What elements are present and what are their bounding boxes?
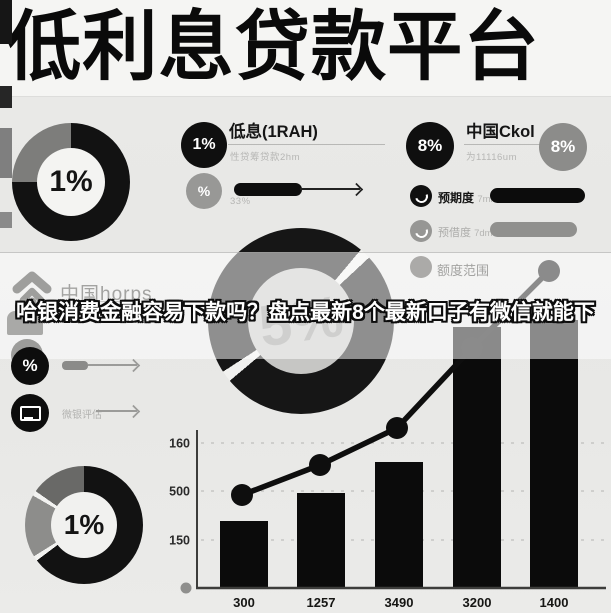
- stat-left-note: 33%: [230, 196, 251, 207]
- person-silhouette: [17, 299, 31, 313]
- stat-badge-8pct-gray: 8%: [539, 123, 587, 171]
- percent-label: %: [22, 356, 38, 375]
- overlay-band: [0, 252, 611, 359]
- svg-text:300: 300: [233, 595, 255, 610]
- svg-text:3490: 3490: [385, 595, 414, 610]
- stat-right-title: 中国Ckol: [466, 123, 535, 141]
- progress-pill-gray: [490, 222, 577, 237]
- arrow-right-icon: [96, 410, 137, 412]
- percent-bullet: %: [11, 347, 49, 385]
- row-bullet-plain: [410, 256, 432, 278]
- svg-text:150: 150: [169, 534, 190, 548]
- progress-pill-small: [62, 361, 88, 370]
- svg-text:500: 500: [169, 485, 190, 499]
- row-label-sub: 7mm: [477, 194, 499, 205]
- stat-left-subtitle: 性贷筹贷款2hm: [230, 152, 300, 163]
- donut-chart-bottom-left: 1%: [25, 466, 143, 584]
- row-label-text: 预期度: [438, 191, 475, 205]
- row-bullet-black: [410, 185, 432, 207]
- arrow-right-icon: [300, 188, 360, 190]
- donut-chart-top-left: 1%: [12, 123, 130, 241]
- svg-text:1257: 1257: [307, 595, 336, 610]
- donut-value-label: 1%: [63, 509, 105, 540]
- donut-value-label: 1%: [49, 165, 93, 198]
- progress-pill-black: [234, 183, 302, 196]
- stat-left-title: 低息(1RAH): [229, 123, 318, 141]
- stat-badge-label: 1%: [192, 136, 216, 153]
- header: 低利息贷款平台: [0, 0, 611, 97]
- person-silhouette-body: [7, 311, 43, 335]
- row-label-expected: 预期度 7mm: [438, 189, 498, 206]
- row-label-preborrow: 预借度 7dm: [438, 224, 493, 240]
- stat-badge-label: 8%: [550, 137, 576, 156]
- progress-pill-black: [490, 188, 585, 203]
- banner-headline: 哈银消费金融容易下款吗？盘点最新8个最新口子有微信就能下: [16, 301, 595, 324]
- scan-artifact-strip: [0, 0, 12, 250]
- svg-text:1400: 1400: [540, 595, 569, 610]
- page-title: 低利息贷款平台: [6, 5, 540, 90]
- divider: [228, 144, 385, 145]
- row-label-range: 额度范围: [437, 260, 489, 279]
- stat-badge-label: 8%: [417, 136, 443, 155]
- brand-label: 中国horps: [60, 284, 153, 305]
- row-bullet-gray: [410, 220, 432, 242]
- row-label-text: 微银评估: [62, 410, 102, 421]
- arrow-right-icon: [88, 364, 137, 366]
- svg-text:160: 160: [169, 437, 190, 451]
- stat-badge-percent: %: [186, 173, 222, 209]
- divider: [60, 301, 140, 302]
- clock-icon: [412, 187, 430, 205]
- clock-icon: [412, 222, 430, 240]
- row-label-sub: 7dm: [474, 228, 493, 239]
- stat-badge-1pct: 1%: [181, 122, 227, 168]
- monitor-icon: [19, 405, 41, 421]
- eval-label: 微银评估: [62, 406, 102, 421]
- stat-right-subtitle: 为11116um: [466, 152, 517, 163]
- monitor-bullet: [11, 394, 49, 432]
- svg-text:3200: 3200: [463, 595, 492, 610]
- row-label-text: 预借度: [438, 227, 471, 239]
- stat-badge-label: %: [197, 183, 211, 199]
- divider: [464, 144, 546, 145]
- row-label-text: 额度范围: [437, 263, 490, 278]
- stat-badge-8pct: 8%: [406, 122, 454, 170]
